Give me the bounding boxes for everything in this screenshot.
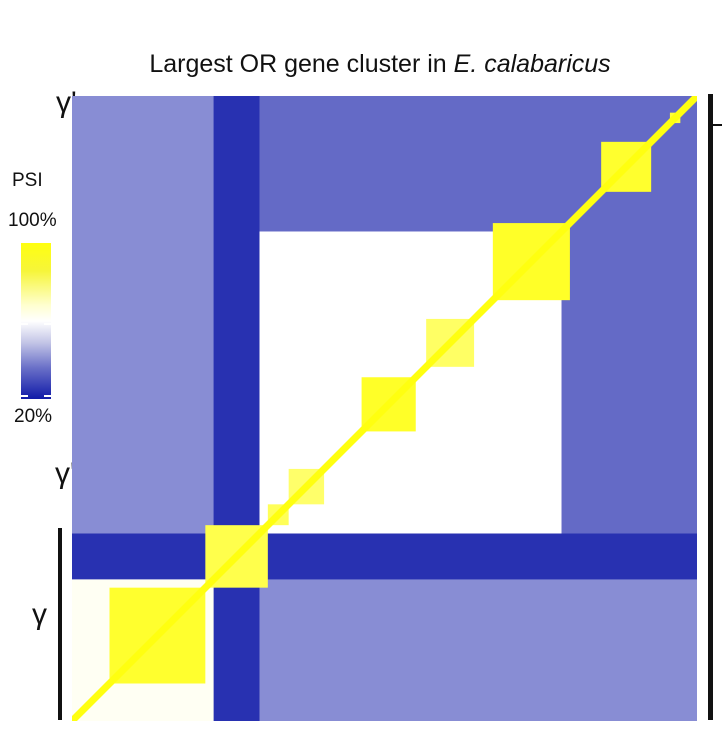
colorbar-tick bbox=[21, 323, 28, 325]
heatmap-region bbox=[72, 533, 697, 580]
cluster-bracket-tick bbox=[710, 124, 722, 126]
group-label-gamma-prime-middle: γ' bbox=[55, 457, 76, 490]
colorbar-tick bbox=[44, 323, 51, 325]
psi-heatmap bbox=[72, 96, 697, 721]
colorbar-tick bbox=[21, 395, 28, 397]
colorbar-max-label: 100% bbox=[8, 210, 57, 231]
group-label-gamma-prime-top: γ' bbox=[56, 86, 77, 119]
heatmap-diagonal bbox=[72, 96, 697, 721]
gamma-group-bracket bbox=[58, 528, 62, 720]
colorbar-title: PSI bbox=[12, 170, 43, 191]
chart-title-text: Largest OR gene cluster in bbox=[149, 50, 454, 78]
colorbar-tick bbox=[44, 395, 51, 397]
chart-title: Largest OR gene cluster in E. calabaricu… bbox=[0, 50, 724, 79]
colorbar-min-label: 20% bbox=[14, 406, 53, 427]
colorbar bbox=[21, 243, 51, 399]
heatmap-region bbox=[213, 96, 260, 721]
chart-title-species: E. calabaricus bbox=[453, 50, 611, 78]
group-label-gamma: γ bbox=[32, 598, 47, 631]
cluster-bracket bbox=[708, 94, 713, 720]
